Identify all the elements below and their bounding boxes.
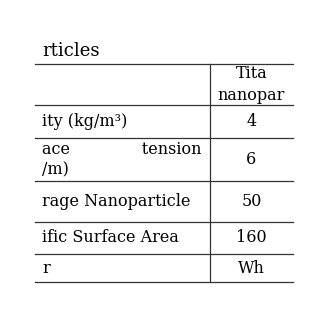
Text: 50: 50 <box>241 193 262 210</box>
Text: ific Surface Area: ific Surface Area <box>43 229 179 246</box>
Text: 4: 4 <box>246 113 257 130</box>
Text: 6: 6 <box>246 151 257 168</box>
Text: rticles: rticles <box>43 42 100 60</box>
Text: 160: 160 <box>236 229 267 246</box>
Text: Tita
nanopar: Tita nanopar <box>218 65 285 104</box>
Text: ace              tension
/m): ace tension /m) <box>43 141 202 178</box>
Text: ity (kg/m³): ity (kg/m³) <box>43 113 128 130</box>
Text: rage Nanoparticle: rage Nanoparticle <box>43 193 191 210</box>
Text: r: r <box>43 260 50 277</box>
Text: Wh: Wh <box>238 260 265 277</box>
